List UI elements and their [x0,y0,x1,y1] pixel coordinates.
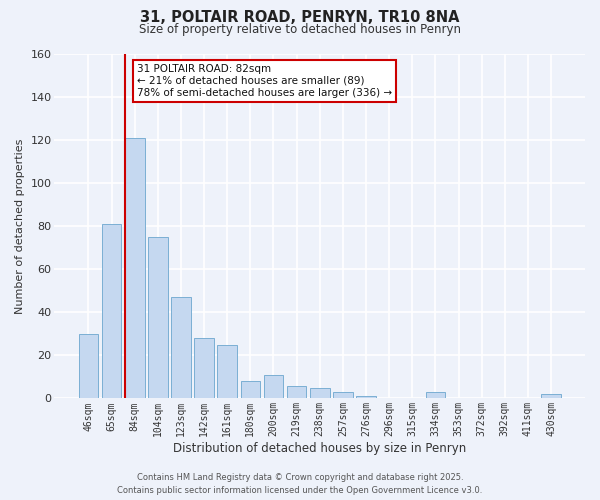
Bar [541,394,561,398]
Bar [217,344,237,399]
X-axis label: Distribution of detached houses by size in Penryn: Distribution of detached houses by size … [173,442,466,455]
Y-axis label: Number of detached properties: Number of detached properties [15,138,25,314]
Bar [425,392,445,398]
Bar [333,392,353,398]
Text: 31 POLTAIR ROAD: 82sqm
← 21% of detached houses are smaller (89)
78% of semi-det: 31 POLTAIR ROAD: 82sqm ← 21% of detached… [137,64,392,98]
Text: Size of property relative to detached houses in Penryn: Size of property relative to detached ho… [139,22,461,36]
Bar [125,138,145,398]
Bar [171,297,191,398]
Bar [194,338,214,398]
Bar [148,237,167,398]
Bar [241,381,260,398]
Bar [79,334,98,398]
Bar [310,388,329,398]
Bar [287,386,307,398]
Text: 31, POLTAIR ROAD, PENRYN, TR10 8NA: 31, POLTAIR ROAD, PENRYN, TR10 8NA [140,10,460,25]
Text: Contains HM Land Registry data © Crown copyright and database right 2025.
Contai: Contains HM Land Registry data © Crown c… [118,474,482,495]
Bar [356,396,376,398]
Bar [263,374,283,398]
Bar [102,224,121,398]
